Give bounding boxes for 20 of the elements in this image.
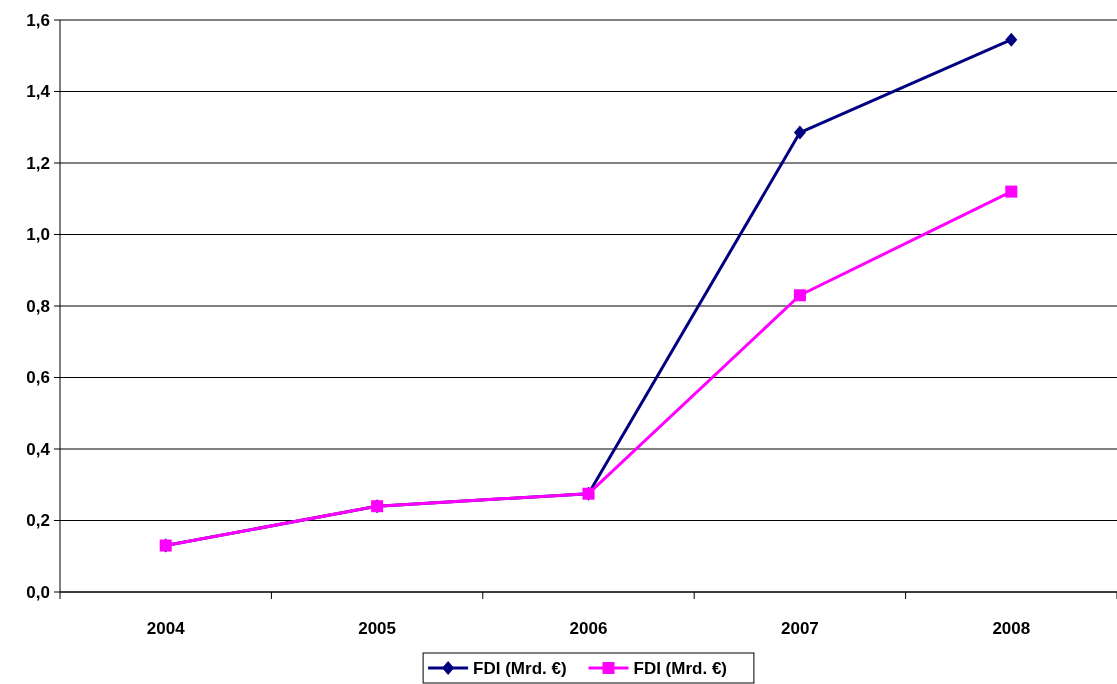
point [1005, 185, 1018, 198]
x-tick-label: 2007 [780, 619, 819, 638]
x-tick-label: 2004 [146, 619, 186, 638]
y-tick-label: 0,4 [26, 439, 51, 459]
legend-label: FDI (Mrd. €) [633, 658, 727, 678]
legend-label: FDI (Mrd. €) [473, 658, 567, 678]
x-tick-label: 2006 [569, 619, 608, 638]
y-tick-label: 0,8 [26, 296, 50, 316]
y-tick-label: 1,2 [26, 153, 50, 173]
y-tick-label: 0,6 [26, 368, 50, 388]
y-tick-label: 0,0 [26, 582, 50, 602]
x-tick-label: 2005 [358, 619, 397, 638]
point [1005, 32, 1018, 47]
point [793, 289, 806, 302]
point [793, 125, 806, 140]
y-tick-label: 1,4 [26, 82, 51, 102]
x-tick-label: 2008 [992, 619, 1031, 638]
y-tick-label: 1,0 [26, 225, 50, 245]
y-tick-label: 1,6 [26, 10, 50, 30]
y-tick-label: 0,2 [26, 511, 50, 531]
